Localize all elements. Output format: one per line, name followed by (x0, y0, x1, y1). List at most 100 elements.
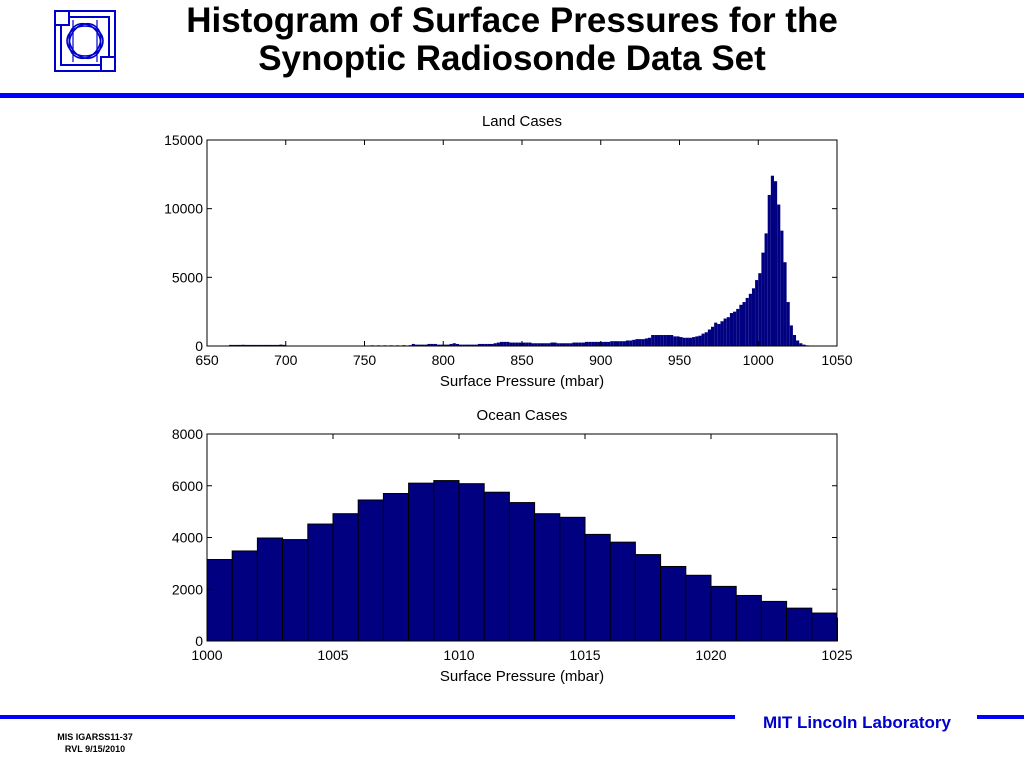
chart-1-bar (717, 324, 721, 346)
chart-1-bar (742, 302, 746, 346)
chart-1-bar (273, 344, 277, 346)
chart-2-bar (685, 574, 712, 642)
chart-1-bar (701, 333, 705, 346)
chart-1-bar (260, 344, 264, 346)
chart-2-bar (231, 550, 258, 642)
chart-1-bar (651, 335, 655, 346)
chart-1-bar (792, 335, 797, 346)
chart-2-x-axis-label: Surface Pressure (mbar) (440, 668, 604, 685)
chart-2-bar (660, 565, 687, 642)
chart-1-bar (767, 194, 771, 346)
chart-2-bar (382, 493, 410, 642)
footer-id: MIS IGARSS11-37 RVL 9/15/2010 (40, 731, 150, 755)
chart-1-y-tick-label: 5000 (172, 269, 203, 285)
chart-1-bar (468, 344, 472, 346)
chart-1-bar (748, 293, 752, 346)
chart-1-bar (796, 340, 800, 346)
chart-1-bar (266, 344, 270, 346)
chart-1-bar (282, 344, 286, 346)
chart-1-bar (540, 343, 545, 346)
chart-1-bar (736, 308, 740, 346)
chart-1-bar (455, 343, 459, 346)
chart-1-bar (733, 311, 737, 346)
chart-1-bar (443, 344, 447, 346)
chart-2-bar (332, 513, 359, 642)
chart-1-bar (726, 317, 730, 346)
chart-1-x-tick-label: 650 (195, 352, 219, 368)
chart-1-bar (566, 343, 570, 346)
chart-1-bar (569, 343, 573, 346)
chart-2-bar (634, 554, 662, 642)
chart-1-bar (449, 343, 453, 346)
chart-1-bar (622, 341, 626, 346)
chart-1-bar (427, 343, 431, 346)
chart-1-bar (755, 280, 759, 346)
chart-1-bar (619, 341, 623, 346)
chart-1-bar (638, 339, 642, 346)
chart-1-bar (518, 342, 522, 346)
footer-rule-right (977, 715, 1024, 719)
chart-1-bar (666, 335, 671, 346)
chart-1-bar (446, 344, 450, 346)
chart-2-bar (282, 539, 309, 642)
chart-1-bar (783, 262, 787, 346)
chart-1-bar (632, 339, 636, 346)
chart-1-bar (257, 344, 261, 346)
chart-1-bar (711, 326, 715, 346)
chart-1-bar (490, 343, 494, 346)
chart-1-bar (481, 343, 485, 346)
chart-1-bar (232, 344, 236, 346)
charts-area: 650 700 750 800 850 900 950 1000 1050 0 5000 10000 1… (0, 100, 1024, 705)
chart-1-x-tick-label: 1050 (821, 352, 852, 368)
chart-1-bar (682, 337, 686, 346)
chart-1-bar (578, 342, 582, 346)
chart-1-bar (704, 332, 708, 346)
chart-1-bar (251, 344, 255, 346)
chart-1-bar (591, 341, 595, 346)
title-line-1: Histogram of Surface Pressures for the (186, 1, 838, 40)
chart-1-bar (430, 343, 434, 346)
chart-1-bar (777, 204, 781, 346)
chart-1-x-tick-label: 900 (589, 352, 613, 368)
chart-1-bar (758, 273, 762, 346)
chart-1-bar (263, 344, 267, 346)
chart-1-bar (229, 344, 233, 346)
chart-1-bar (707, 329, 711, 346)
chart-1-bar (616, 341, 620, 346)
chart-1-bar (764, 233, 768, 346)
chart-1-bar (424, 344, 428, 346)
chart-1-x-axis-label: Surface Pressure (mbar) (440, 373, 604, 390)
chart-1-x-tick-label: 850 (510, 352, 534, 368)
chart-1-bar (537, 343, 541, 346)
slide-title: Histogram of Surface Pressures for the S… (120, 2, 904, 78)
chart-1-bar (411, 343, 415, 346)
chart-2-y-tick-label: 4000 (172, 530, 203, 546)
chart-1-bar (751, 288, 756, 346)
chart-2-bar (786, 607, 813, 642)
chart-1-x-tick-label: 700 (274, 352, 298, 368)
chart-1-bar (553, 342, 557, 346)
chart-1-bar (761, 252, 765, 346)
chart-1-bar (534, 343, 538, 346)
chart-1-bar (414, 344, 419, 346)
chart-1-x-tick-label: 950 (668, 352, 692, 368)
chart-1-bar (679, 337, 683, 346)
chart-1-bar (499, 341, 504, 346)
footer-rule-left (0, 715, 735, 719)
chart-1-bar (244, 344, 248, 346)
chart-2-bar (609, 541, 636, 642)
chart-1-x-tick-label: 800 (432, 352, 456, 368)
chart-1-y-tick-label: 0 (195, 338, 203, 354)
chart-1-bar (515, 342, 519, 346)
chart-1-bar (506, 341, 510, 346)
chart-1-bar (688, 337, 693, 346)
chart-1-bar (512, 342, 516, 346)
chart-1-bar (676, 336, 680, 346)
chart-1-bar (581, 342, 585, 346)
chart-2-x-tick-label: 1010 (443, 647, 474, 663)
chart-1-bar (629, 340, 633, 346)
chart-2-y-tick-label: 2000 (172, 581, 203, 597)
chart-2-bar (508, 502, 536, 642)
chart-2-bar (206, 558, 233, 642)
chart-2-bar (811, 612, 838, 642)
